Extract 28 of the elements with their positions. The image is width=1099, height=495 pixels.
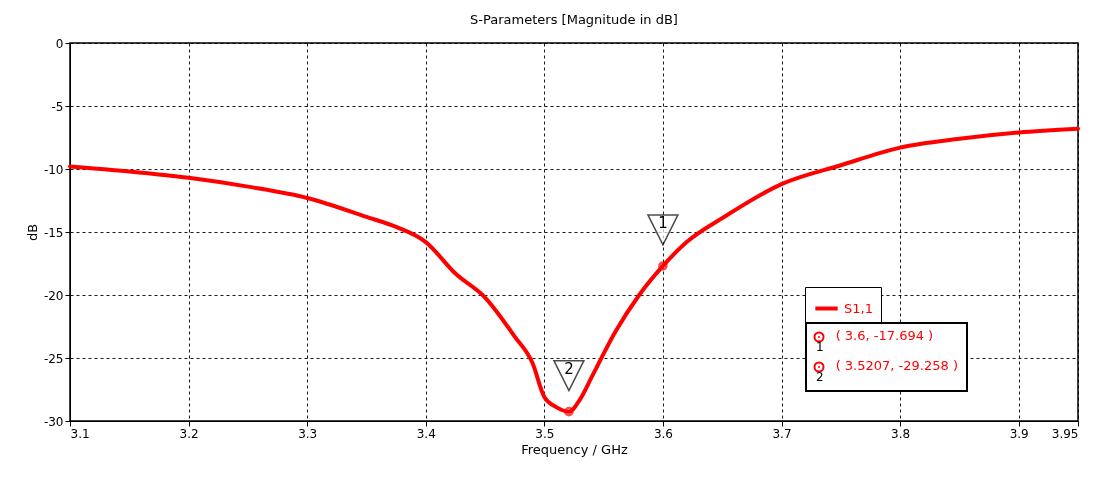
x-tick-label: 3.9 bbox=[1009, 426, 1029, 441]
x-axis-title: Frequency / GHz bbox=[521, 441, 628, 457]
y-tick-label: -20 bbox=[43, 288, 64, 303]
x-tick-label: 3.5 bbox=[535, 426, 555, 441]
x-tick-label: 3.7 bbox=[772, 426, 792, 441]
legend-label: S1,1 bbox=[844, 300, 873, 316]
annotation: ( 3.5207, -29.258 ) bbox=[835, 358, 958, 373]
y-tick-label: -15 bbox=[43, 225, 64, 240]
y-tick-label: -5 bbox=[51, 99, 64, 114]
annotation: 1 bbox=[658, 213, 668, 232]
x-tick-label: 3.2 bbox=[179, 426, 199, 441]
y-tick-label: 0 bbox=[55, 36, 64, 51]
x-tick-label: 3.8 bbox=[891, 426, 911, 441]
text: 1 bbox=[816, 340, 824, 354]
y-tick-label: -30 bbox=[43, 414, 64, 429]
chart-title: S-Parameters [Magnitude in dB] bbox=[470, 12, 678, 27]
y-tick-label: -25 bbox=[43, 351, 64, 366]
x-tick-label: 3.4 bbox=[416, 426, 436, 441]
y-axis-title: dB bbox=[24, 223, 40, 242]
text: 2 bbox=[816, 370, 824, 384]
x-tick-label: 3.3 bbox=[298, 426, 318, 441]
line-series bbox=[68, 126, 1080, 414]
annotation: 2 bbox=[564, 359, 574, 378]
annotation: ( 3.6, -17.694 ) bbox=[835, 328, 934, 343]
y-tick-label: -10 bbox=[43, 162, 64, 177]
x-tick-label: 3.95 bbox=[1051, 426, 1079, 441]
x-tick-label: 3.6 bbox=[653, 426, 673, 441]
x-tick-label: 3.1 bbox=[70, 426, 90, 441]
